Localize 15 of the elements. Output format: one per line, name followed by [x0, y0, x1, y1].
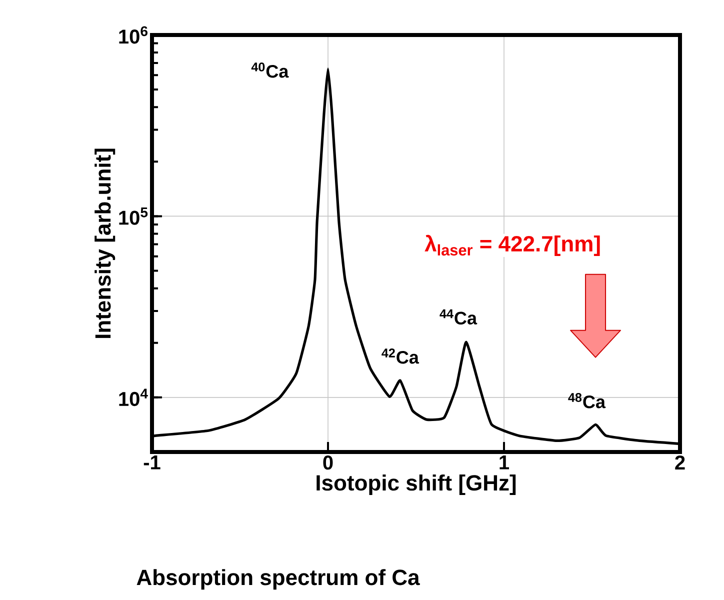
text: Absorption spectrum of Ca — [136, 569, 420, 590]
x-axis-title: Isotopic shift [GHz] — [316, 474, 516, 496]
annotation: λ$_{laser}$ = 422.7[nm] — [424, 234, 600, 256]
annotation: $^{42}$Ca — [382, 348, 420, 364]
y-axis-title: Intensity [arb.unit] — [94, 148, 116, 338]
annotation: $^{48}$Ca — [568, 393, 606, 408]
x-tick-label: 1 — [500, 456, 510, 470]
x-tick-label: -1 — [144, 456, 160, 470]
annotation: $^{40}$Ca — [251, 62, 289, 78]
annotation: $^{44}$Ca — [440, 309, 478, 325]
x-tick-label: 2 — [675, 456, 685, 470]
x-tick-label: 0 — [323, 456, 333, 470]
y-tick-label: 10$^{5}$ — [119, 208, 148, 225]
y-tick-label: 10$^{4}$ — [119, 388, 148, 406]
y-tick-label: 10$^{6}$ — [119, 26, 148, 44]
